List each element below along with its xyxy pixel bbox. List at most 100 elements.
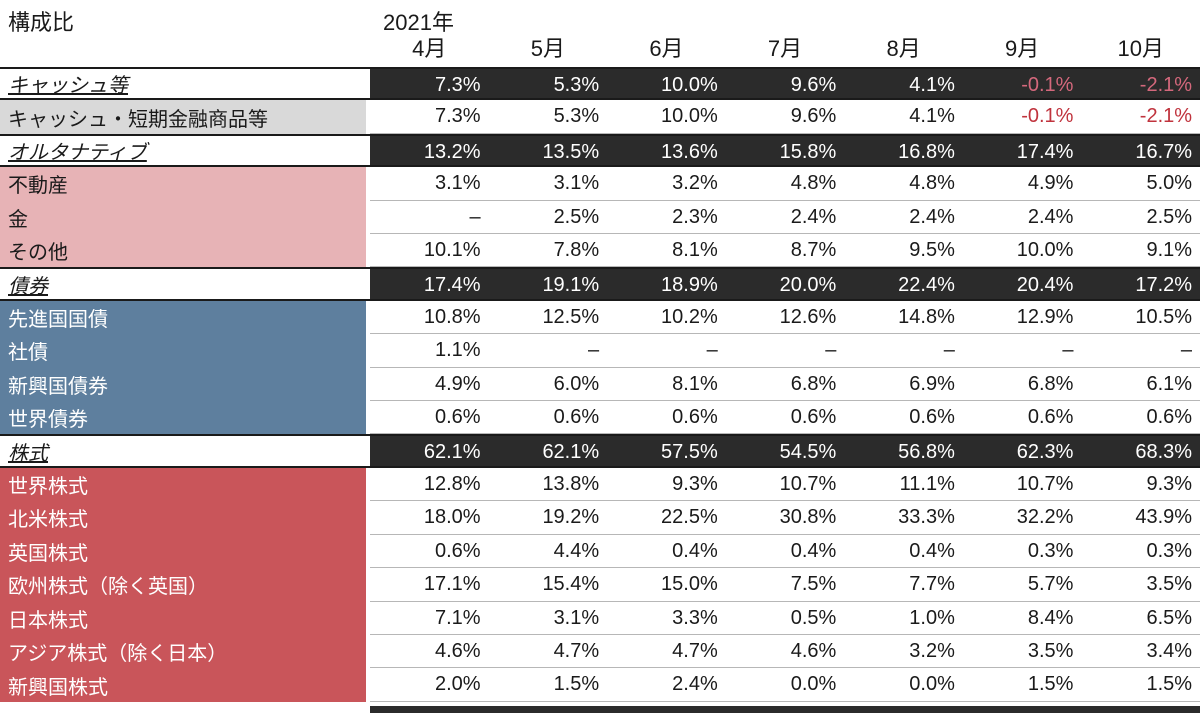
cell-value: 68.3% <box>1135 441 1193 464</box>
cell-value: 32.2% <box>1016 506 1074 529</box>
cell-value: 5.3% <box>553 74 600 96</box>
cell-value: 3.5% <box>1146 573 1193 596</box>
cell-value: – <box>706 339 718 362</box>
cell-value: – <box>825 339 837 362</box>
cell-value: 14.8% <box>898 305 955 328</box>
table-row: 金 – 2.5% 2.3% 2.4% 2.4% 2.4% 2.5% <box>0 200 1200 235</box>
cell-value: 15.8% <box>779 140 837 163</box>
cell-value: – <box>469 205 481 228</box>
cell-value: 0.6% <box>909 406 955 429</box>
table-row: 世界債券 0.6% 0.6% 0.6% 0.6% 0.6% 0.6% 0.6% <box>0 401 1200 435</box>
cell-value: 8.7% <box>790 239 837 262</box>
row-label: 新興国債券 <box>0 367 366 402</box>
table-row: 株式 62.1% 62.1% 57.5% 54.5% 56.8% 62.3% 68.3% <box>0 434 1200 468</box>
cell-value: 2.0% <box>434 673 481 696</box>
cell-value: 57.5% <box>661 441 718 464</box>
row-values: – 2.5% 2.3% 2.4% 2.4% 2.4% 2.5% <box>370 200 1200 235</box>
cell-value: 7.1% <box>434 606 481 629</box>
cell-value: 17.1% <box>423 573 481 596</box>
cell-value: 5.0% <box>1146 172 1193 195</box>
table-row: 新興国株式 2.0% 1.5% 2.4% 0.0% 0.0% 1.5% 1.5% <box>0 668 1200 702</box>
cell-value: 13.8% <box>542 472 600 495</box>
cell-value: – <box>943 339 955 362</box>
row-label: 金 <box>0 200 366 235</box>
cell-value: 0.0% <box>909 673 955 696</box>
month-header-6: 9月 <box>1005 36 1040 61</box>
cell-value: 0.6% <box>434 539 481 562</box>
cell-value: 0.6% <box>790 406 837 429</box>
cell-value: 6.8% <box>1027 372 1074 395</box>
cell-value: 1.5% <box>1146 673 1193 696</box>
row-values: 7.3% 5.3% 10.0% 9.6% 4.1% -0.1% -2.1% <box>370 100 1200 134</box>
cell-value: 10.0% <box>661 105 718 128</box>
cell-value: 6.5% <box>1146 606 1193 629</box>
cell-value: 10.8% <box>423 305 481 328</box>
cell-value: 9.3% <box>1146 472 1193 495</box>
cell-value: -2.1% <box>1139 74 1193 96</box>
table-row: 北米株式 18.0% 19.2% 22.5% 30.8% 33.3% 32.2% 43.9% <box>0 501 1200 535</box>
cell-value: 6.0% <box>553 372 600 395</box>
cell-value: 0.6% <box>553 406 600 429</box>
cell-value: 1.5% <box>1027 673 1074 696</box>
cell-value: 6.8% <box>790 372 837 395</box>
row-values: 1.1% – – – – – – <box>370 334 1200 368</box>
cell-value: 4.8% <box>790 172 837 195</box>
cell-value: 15.4% <box>542 573 600 596</box>
row-values: 17.1% 15.4% 15.0% 7.5% 7.7% 5.7% 3.5% <box>370 568 1200 602</box>
page-title: 構成比 <box>8 10 75 35</box>
cell-value: 0.0% <box>790 673 837 696</box>
cell-value: 3.1% <box>434 172 481 195</box>
row-label: 新興国株式 <box>0 668 366 702</box>
cell-value: 6.9% <box>909 372 955 395</box>
cell-value: 4.7% <box>553 639 600 662</box>
cell-value: 4.4% <box>553 539 600 562</box>
row-label: 世界株式 <box>0 467 366 502</box>
cell-value: 4.9% <box>434 372 481 395</box>
cell-value: 13.5% <box>542 140 600 163</box>
row-label: 株式 <box>0 436 366 466</box>
cell-value: 8.4% <box>1027 606 1074 629</box>
cell-value: 30.8% <box>779 506 837 529</box>
table-row: その他 10.1% 7.8% 8.1% 8.7% 9.5% 10.0% 9.1% <box>0 234 1200 268</box>
table-row: 不動産 3.1% 3.1% 3.2% 4.8% 4.8% 4.9% 5.0% <box>0 167 1200 201</box>
cell-value: 2.4% <box>1027 205 1074 228</box>
cell-value: 15.0% <box>661 573 718 596</box>
row-values: 7.3% 5.3% 10.0% 9.6% 4.1% -0.1% -2.1% <box>370 69 1200 99</box>
cell-value: 9.1% <box>1146 239 1193 262</box>
row-label: オルタナティブ <box>0 135 366 166</box>
row-values: 7.1% 3.1% 3.3% 0.5% 1.0% 8.4% 6.5% <box>370 601 1200 635</box>
cell-value: 2.4% <box>790 205 837 228</box>
table-row: キャッシュ・短期金融商品等 7.3% 5.3% 10.0% 9.6% 4.1% -0.1% -… <box>0 100 1200 134</box>
table-row: 欧州株式（除く英国） 17.1% 15.4% 15.0% 7.5% 7.7% 5.7% 3.5… <box>0 568 1200 602</box>
cell-value: 17.2% <box>1135 274 1193 297</box>
cell-value: 0.6% <box>1146 406 1193 429</box>
cell-value: 7.5% <box>790 573 837 596</box>
month-header-row: 4月 5月 6月 7月 8月 9月 10月 <box>370 33 1200 65</box>
composition-table: キャッシュ等 7.3% 5.3% 10.0% 9.6% 4.1% -0.1% -2.1% キャッ… <box>0 67 1200 702</box>
row-label: 北米株式 <box>0 501 366 535</box>
cell-value: 9.3% <box>672 472 718 495</box>
row-values: 0.6% 0.6% 0.6% 0.6% 0.6% 0.6% 0.6% <box>370 401 1200 435</box>
table-header: 構成比 2021年 4月 5月 6月 7月 8月 9月 10月 <box>0 0 1200 67</box>
cell-value: 0.4% <box>672 539 718 562</box>
cell-value: 10.7% <box>779 472 837 495</box>
cell-value: 12.5% <box>542 305 600 328</box>
cell-value: 10.2% <box>661 305 718 328</box>
row-values: 13.2% 13.5% 13.6% 15.8% 16.8% 17.4% 16.7% <box>370 135 1200 166</box>
table-row: 債券 17.4% 19.1% 18.9% 20.0% 22.4% 20.4% 17.2% <box>0 267 1200 301</box>
cell-value: 0.3% <box>1027 539 1074 562</box>
cell-value: 10.7% <box>1016 472 1074 495</box>
cell-value: 12.9% <box>1016 305 1074 328</box>
cell-value: 54.5% <box>779 441 837 464</box>
table-row: 日本株式 7.1% 3.1% 3.3% 0.5% 1.0% 8.4% 6.5% <box>0 601 1200 635</box>
cell-value: 3.1% <box>553 606 600 629</box>
row-values: 12.8% 13.8% 9.3% 10.7% 11.1% 10.7% 9.3% <box>370 467 1200 502</box>
row-values: 0.6% 4.4% 0.4% 0.4% 0.4% 0.3% 0.3% <box>370 534 1200 569</box>
cell-value: 10.5% <box>1135 305 1193 328</box>
cell-value: – <box>1062 339 1074 362</box>
cell-value: 62.3% <box>1016 441 1074 464</box>
cell-value: 4.6% <box>434 639 481 662</box>
cell-value: 2.3% <box>672 205 718 228</box>
row-values: 4.6% 4.7% 4.7% 4.6% 3.2% 3.5% 3.4% <box>370 634 1200 669</box>
cell-value: 0.6% <box>434 406 481 429</box>
